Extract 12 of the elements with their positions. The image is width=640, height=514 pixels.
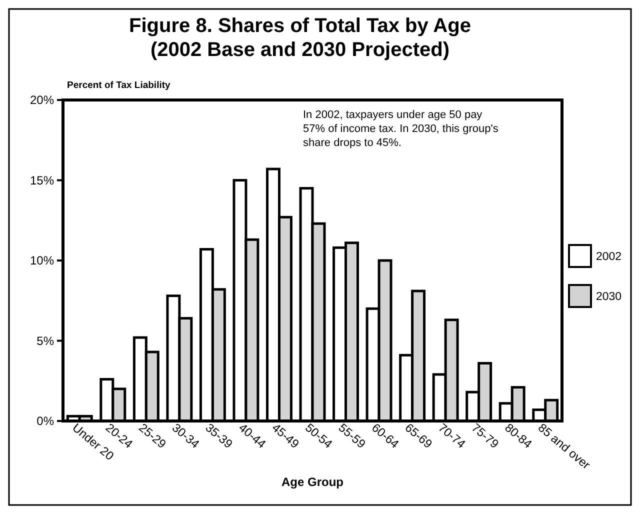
- y-tick-label: 10%: [30, 254, 54, 268]
- chart-title: Figure 8. Shares of Total Tax by Age (2002 Base and 2030 Projected): [129, 15, 471, 61]
- legend-label: 2002: [596, 251, 622, 264]
- legend-label: 2030: [596, 291, 622, 304]
- y-tick-label: 5%: [36, 334, 54, 348]
- y-tick-label: 20%: [30, 93, 54, 108]
- x-tick-label: 85 and over: [535, 420, 593, 472]
- y-tick-label: 15%: [30, 173, 54, 188]
- x-axis-title: Age Group: [282, 475, 344, 489]
- annotation: In 2002, taxpayers under age 50 pay 57% of income tax. In 2030, this group's share drops to 45%.: [303, 109, 499, 149]
- y-tick-label: 0%: [36, 414, 54, 428]
- y-axis-title: Percent of Tax Liability: [67, 80, 172, 91]
